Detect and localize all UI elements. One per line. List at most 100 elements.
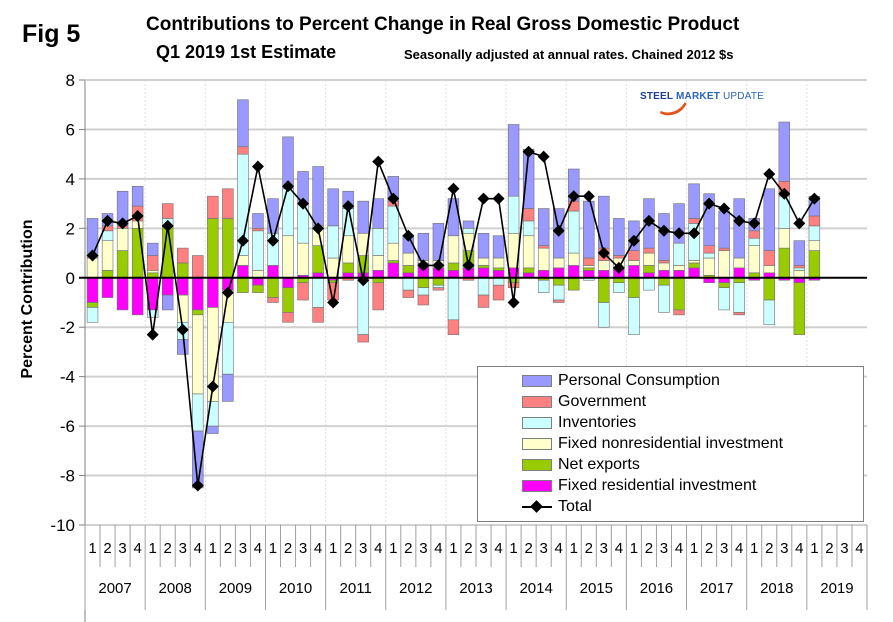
bar-government [583, 257, 595, 266]
quarter-label: 2 [344, 540, 352, 557]
bar-inventories [552, 284, 565, 301]
bar-fixed-nonres [703, 257, 715, 276]
legend: Personal Consumption Government Inventor… [477, 366, 864, 522]
legend-item-inventories: Inventories [522, 413, 636, 433]
bar-net-exports [673, 277, 685, 311]
bar-consumption [763, 188, 775, 251]
logo-word-market: MARKET [676, 91, 721, 102]
quarter-label: 3 [479, 540, 487, 557]
quarter-label: 1 [690, 540, 698, 557]
bar-fixed-nonres [402, 252, 415, 266]
bar-consumption [477, 232, 490, 259]
quarter-label: 3 [299, 540, 307, 557]
bar-consumption [372, 198, 384, 229]
quarter-label: 2 [825, 540, 833, 557]
year-label: 2014 [519, 580, 552, 597]
total-marker [507, 296, 520, 309]
chart-note: Seasonally adjusted at annual rates. Cha… [404, 47, 734, 62]
quarter-label: 2 [585, 540, 593, 557]
bar-net-exports [552, 277, 565, 286]
bar-inventories [222, 321, 234, 375]
quarter-label: 4 [735, 540, 743, 557]
bar-fixed-nonres [748, 245, 760, 274]
quarter-label: 3 [419, 540, 427, 557]
bar-government [357, 334, 369, 343]
bar-net-exports [568, 277, 580, 291]
bar-inventories [658, 284, 670, 313]
bar-inventories [733, 282, 745, 313]
bar-consumption [252, 213, 264, 229]
quarter-label: 4 [494, 540, 502, 557]
bar-inventories [146, 309, 159, 318]
bar-fixed-nonres [447, 235, 460, 264]
year-label: 2015 [580, 580, 613, 597]
legend-label: Government [558, 393, 647, 410]
bar-fixed-nonres [583, 265, 595, 269]
bar-government [282, 312, 294, 323]
total-marker [492, 192, 505, 205]
bar-net-exports [387, 260, 400, 264]
bar-fixed-nonres [237, 255, 249, 266]
quarter-label: 3 [118, 540, 126, 557]
bar-fixed-res [237, 265, 249, 279]
total-marker [477, 192, 490, 205]
bar-fixed-res [207, 277, 219, 308]
bar-fixed-nonres [522, 235, 535, 269]
bar-net-exports [432, 277, 445, 286]
quarter-label: 1 [630, 540, 638, 557]
bar-fixed-nonres [477, 257, 490, 266]
quarter-label: 1 [149, 540, 157, 557]
bar-net-exports [808, 250, 821, 279]
quarter-label: 4 [194, 540, 202, 557]
bar-net-exports [252, 284, 264, 293]
bar-government [192, 255, 204, 279]
bar-inventories [101, 230, 114, 241]
bar-fixed-nonres [492, 257, 505, 269]
legend-label: Inventories [558, 414, 637, 431]
quarter-label: 4 [555, 540, 563, 557]
bar-inventories [492, 277, 505, 286]
quarter-label: 4 [795, 540, 803, 557]
bar-net-exports [192, 309, 204, 316]
y-tick-label: -8 [60, 467, 75, 486]
total-marker [778, 187, 791, 200]
bar-consumption [237, 99, 249, 148]
bar-net-exports [598, 277, 610, 303]
total-marker [627, 234, 640, 247]
bar-government [372, 282, 384, 311]
bar-government [808, 215, 821, 227]
bar-net-exports [447, 262, 460, 271]
total-marker [146, 328, 159, 341]
quarter-label: 1 [389, 540, 397, 557]
y-tick-label: 4 [66, 170, 75, 189]
bar-government [507, 282, 520, 288]
quarter-label: 4 [314, 540, 322, 557]
bar-government [222, 188, 234, 219]
total-marker [432, 259, 445, 272]
quarter-label: 2 [404, 540, 412, 557]
bar-government [492, 284, 505, 301]
quarter-label: 2 [645, 540, 653, 557]
bar-inventories [673, 242, 685, 266]
chart-subtitle: Q1 2019 1st Estimate [156, 42, 337, 62]
bar-government [613, 255, 625, 259]
total-marker [808, 192, 821, 205]
year-label: 2017 [700, 580, 733, 597]
year-label: 2012 [399, 580, 432, 597]
bar-fixed-res [177, 277, 189, 296]
bar-fixed-res [267, 265, 279, 279]
bar-fixed-res [131, 277, 144, 316]
quarter-label: 1 [509, 540, 517, 557]
bar-consumption [222, 373, 234, 402]
bar-fixed-res [252, 277, 264, 286]
bar-fixed-nonres [733, 257, 745, 269]
bar-consumption [733, 198, 745, 259]
quarter-label: 1 [810, 540, 818, 557]
bar-net-exports [583, 267, 595, 271]
bar-net-exports [643, 265, 655, 274]
bar-inventories [282, 188, 294, 237]
quarter-label: 1 [750, 540, 758, 557]
bar-inventories [507, 195, 520, 234]
total-marker [748, 217, 761, 230]
bar-government [643, 247, 655, 254]
